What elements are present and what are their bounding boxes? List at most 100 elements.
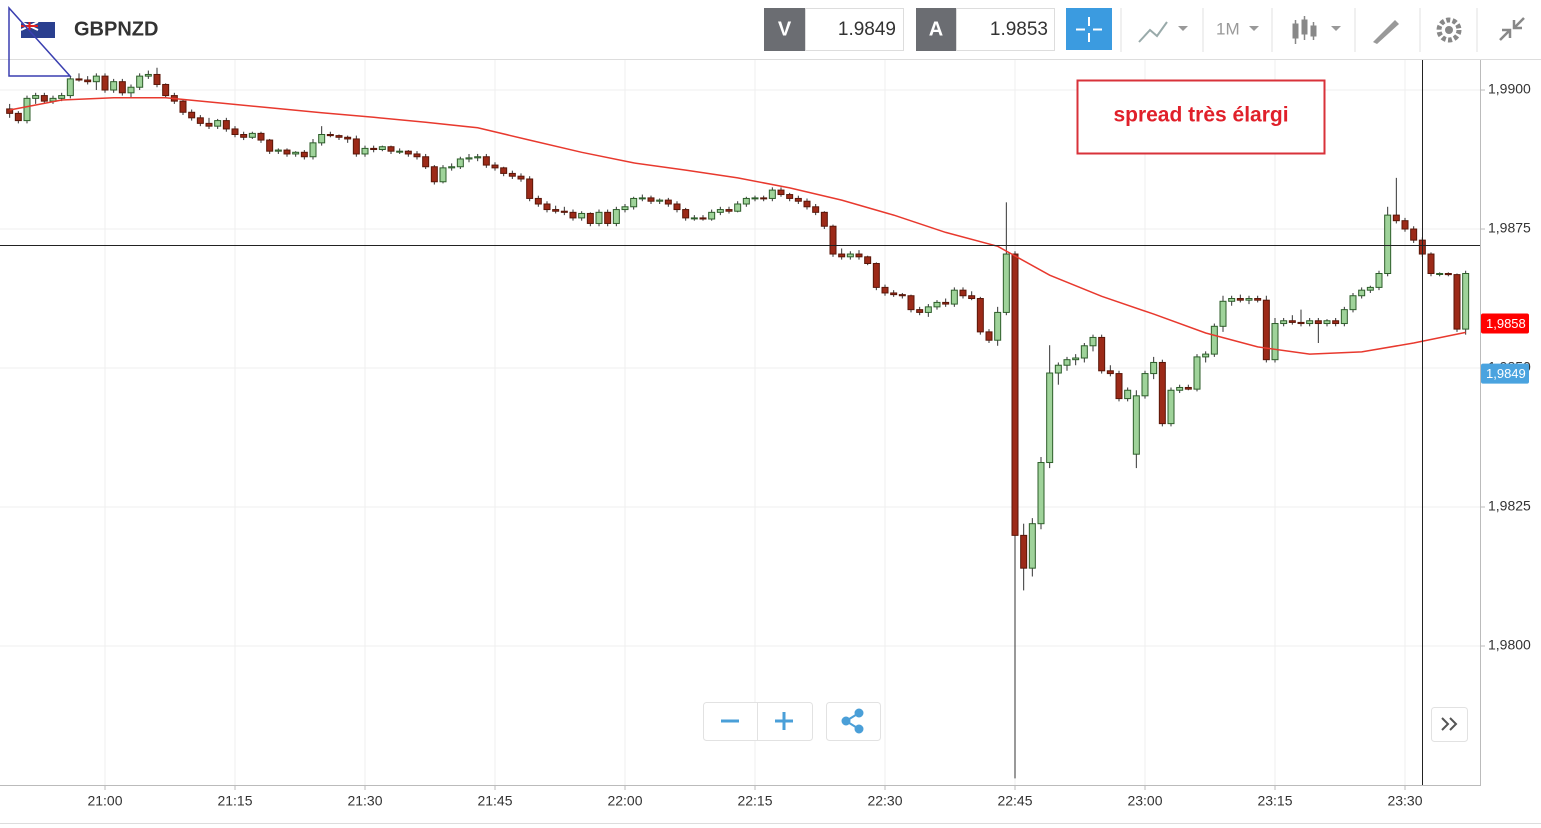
x-tick-label: 22:30 bbox=[867, 793, 902, 809]
candle-body-down bbox=[205, 122, 213, 127]
candle-body-down bbox=[647, 197, 655, 202]
candle-body-down bbox=[153, 73, 161, 85]
candle-body-down bbox=[1453, 274, 1461, 330]
candle-body-down bbox=[1184, 386, 1192, 390]
candle-body-down bbox=[231, 128, 239, 136]
candle-body-down bbox=[898, 294, 906, 297]
candle-body-up bbox=[1349, 295, 1357, 311]
timeframe[interactable]: 1M bbox=[1216, 19, 1240, 38]
candle-icon[interactable] bbox=[1292, 16, 1317, 44]
candle-body-down bbox=[422, 156, 430, 168]
candle-body-down bbox=[222, 120, 230, 130]
candle-body-up bbox=[1366, 286, 1374, 291]
y-tick-label: 1,9825 bbox=[1488, 498, 1531, 514]
candle-body-down bbox=[552, 209, 560, 212]
candle-body-down bbox=[1098, 336, 1106, 372]
candle-body-up bbox=[92, 75, 100, 83]
candle-body-down bbox=[864, 256, 872, 264]
candle-body-up bbox=[439, 167, 447, 183]
candle-body-down bbox=[240, 134, 248, 138]
candle-body-down bbox=[387, 146, 395, 152]
sell-price-box[interactable] bbox=[805, 8, 904, 51]
candle-body-up bbox=[1323, 320, 1331, 325]
candle-body-down bbox=[352, 138, 360, 155]
candle-body-down bbox=[1115, 373, 1123, 400]
candle-body-up bbox=[58, 95, 66, 99]
x-tick-label: 22:00 bbox=[607, 793, 642, 809]
candle-body-up bbox=[448, 166, 456, 169]
chart-type-icon[interactable] bbox=[1138, 21, 1168, 43]
candle-body-down bbox=[543, 203, 551, 211]
candle-body-up bbox=[465, 157, 473, 160]
candle-body-up bbox=[1089, 336, 1097, 347]
share-button[interactable] bbox=[826, 702, 881, 741]
marks bbox=[6, 67, 1470, 779]
candle-body-up bbox=[1046, 372, 1054, 464]
candle-body-down bbox=[118, 81, 126, 94]
candle-body-down bbox=[942, 301, 950, 305]
candle-body-up bbox=[378, 146, 386, 151]
y-tick-label: 1,9900 bbox=[1488, 81, 1531, 97]
candle-body-down bbox=[1236, 298, 1244, 301]
candle-body-up bbox=[396, 150, 404, 153]
draw-icon[interactable] bbox=[1373, 20, 1399, 44]
candle-body-down bbox=[1262, 299, 1270, 361]
candle-body-down bbox=[907, 295, 915, 311]
candle-body-up bbox=[1072, 357, 1080, 361]
candle-body-down bbox=[404, 150, 412, 155]
settings-icon[interactable] bbox=[1436, 17, 1462, 43]
candle-body-down bbox=[413, 153, 421, 158]
buy-price-box[interactable] bbox=[956, 8, 1055, 51]
annotation-box bbox=[1076, 79, 1326, 155]
candle-body-up bbox=[1358, 289, 1366, 297]
candle-body-down bbox=[812, 206, 820, 213]
candle-body-up bbox=[1141, 373, 1149, 397]
collapse-icon[interactable] bbox=[1499, 17, 1525, 41]
candle-body-up bbox=[1028, 523, 1036, 569]
zoom-in[interactable] bbox=[775, 712, 793, 730]
candle-body-down bbox=[196, 117, 204, 124]
candle-body-down bbox=[283, 149, 291, 155]
settings-icon-center bbox=[1445, 26, 1453, 34]
buy-label: A bbox=[929, 18, 943, 40]
candle-body-down bbox=[1401, 220, 1409, 230]
candle-body-down bbox=[491, 164, 499, 169]
candle-body-down bbox=[560, 210, 568, 213]
y-tick-label: 1,9800 bbox=[1488, 637, 1531, 653]
candle-body-down bbox=[6, 108, 14, 114]
candle-body-down bbox=[760, 197, 768, 200]
candle-body-up bbox=[708, 211, 716, 220]
dropdown-arrow bbox=[1178, 26, 1188, 31]
candle-body-down bbox=[820, 211, 828, 227]
candle-body-down bbox=[803, 200, 811, 208]
axis-labels: 1,98001,98251,98501,98751,990021:0021:15… bbox=[87, 81, 1531, 809]
crosshair-button[interactable] bbox=[1066, 8, 1112, 50]
dropdown-arrow bbox=[1331, 26, 1341, 31]
buy-button[interactable] bbox=[916, 8, 956, 51]
flag-icon bbox=[20, 21, 55, 38]
annotation: spread très élargi bbox=[1113, 104, 1288, 127]
candle-body-up bbox=[1150, 361, 1158, 375]
drawing-triangle[interactable] bbox=[8, 6, 72, 77]
candle-body-up bbox=[846, 253, 854, 258]
x-tick-label: 23:30 bbox=[1387, 793, 1422, 809]
candle-body-down bbox=[673, 203, 681, 211]
candle-body-down bbox=[959, 289, 967, 297]
candle-body-down bbox=[188, 111, 196, 119]
candle-body-up bbox=[924, 306, 932, 313]
candle-body-down bbox=[500, 167, 508, 174]
candle-body-up bbox=[716, 209, 724, 213]
candle-body-down bbox=[881, 286, 889, 294]
candle-body-up bbox=[318, 134, 326, 144]
scroll-end-button[interactable] bbox=[1431, 707, 1468, 742]
candle-body-down bbox=[838, 253, 846, 258]
candle-body-up bbox=[127, 86, 135, 94]
candle-body-up bbox=[1054, 364, 1062, 374]
candle-body-up bbox=[612, 209, 620, 224]
sell-button[interactable] bbox=[764, 8, 805, 51]
candle-body-up bbox=[1271, 323, 1279, 361]
candle-body-down bbox=[326, 134, 334, 137]
candle-body-up bbox=[1436, 272, 1444, 275]
candle-body-down bbox=[794, 197, 802, 202]
